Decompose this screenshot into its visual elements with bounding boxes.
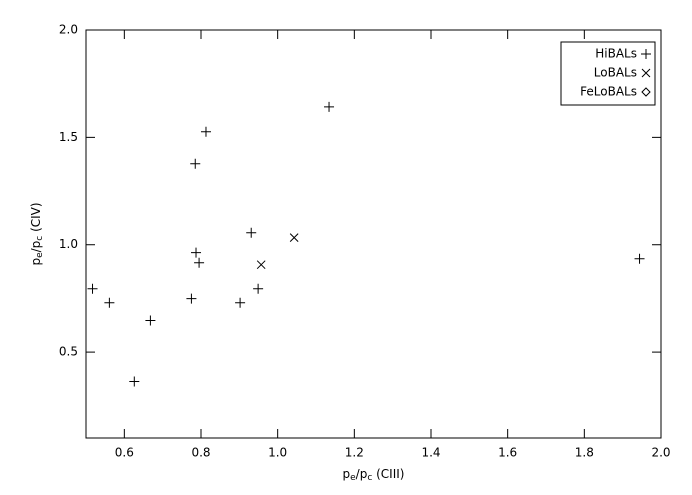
point bbox=[190, 158, 201, 169]
legend-marker bbox=[641, 87, 651, 97]
legend-label: FeLoBALs bbox=[580, 85, 637, 99]
axis-label: pe/pc (CIV) bbox=[29, 202, 45, 265]
axis-label-part: /p bbox=[29, 241, 43, 253]
axis-label-part: p bbox=[29, 258, 43, 266]
x-tick-label: 1.4 bbox=[421, 446, 440, 460]
axis-label-part: (CIII) bbox=[372, 467, 404, 481]
x-tick-label: 1.2 bbox=[345, 446, 364, 460]
point bbox=[246, 227, 257, 238]
point bbox=[191, 247, 202, 258]
point bbox=[104, 297, 115, 308]
point bbox=[200, 126, 211, 137]
legend-label: HiBALs bbox=[595, 47, 637, 61]
axis-label-part: p bbox=[343, 467, 351, 481]
point bbox=[194, 257, 205, 268]
point bbox=[253, 283, 264, 294]
legend-label: LoBALs bbox=[594, 66, 637, 80]
point bbox=[145, 315, 156, 326]
plot-frame bbox=[85, 29, 662, 439]
x-tick-label: 1.0 bbox=[268, 446, 287, 460]
x-tick-label: 1.8 bbox=[575, 446, 594, 460]
point bbox=[129, 376, 140, 387]
y-tick-label: 0.5 bbox=[59, 345, 78, 359]
point bbox=[256, 260, 266, 270]
axis-label-subscript: e bbox=[350, 473, 356, 483]
point bbox=[289, 233, 299, 243]
x-tick-label: 0.6 bbox=[115, 446, 134, 460]
axis-label-part: (CIV) bbox=[29, 202, 43, 235]
point bbox=[324, 101, 335, 112]
point bbox=[634, 253, 645, 264]
point bbox=[186, 293, 197, 304]
x-tick-label: 2.0 bbox=[651, 446, 670, 460]
axis-label-subscript: c bbox=[367, 473, 372, 483]
x-tick-label: 0.8 bbox=[191, 446, 210, 460]
axis-label-subscript: c bbox=[35, 236, 45, 241]
x-tick-label: 1.6 bbox=[498, 446, 517, 460]
legend-marker bbox=[641, 49, 651, 59]
y-tick-label: 1.5 bbox=[59, 130, 78, 144]
point bbox=[235, 297, 246, 308]
y-tick-label: 2.0 bbox=[59, 23, 78, 37]
legend-marker bbox=[641, 68, 651, 78]
legend-box bbox=[560, 41, 656, 106]
axis-label-subscript: e bbox=[35, 252, 45, 258]
axis-label: pe/pc (CIII) bbox=[343, 467, 405, 483]
axis-label-part: /p bbox=[356, 467, 368, 481]
y-tick-label: 1.0 bbox=[59, 237, 78, 251]
point bbox=[87, 283, 98, 294]
